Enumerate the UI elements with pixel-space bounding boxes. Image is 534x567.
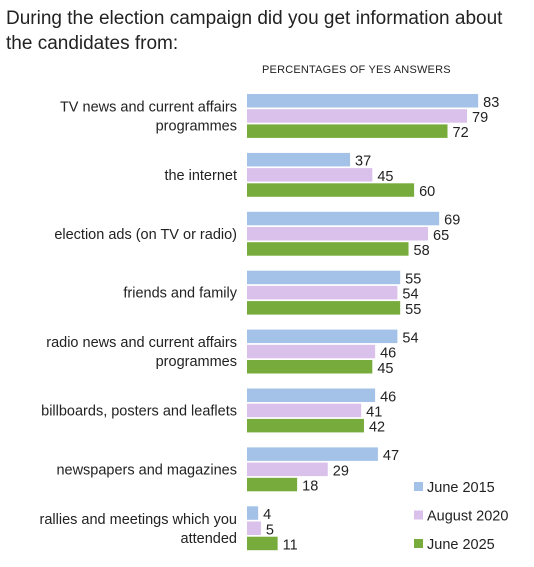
bar [247, 168, 373, 182]
data-label: 83 [483, 95, 499, 111]
data-label: 69 [444, 213, 460, 229]
bar [247, 301, 401, 315]
data-label: 54 [402, 287, 418, 303]
data-label: 72 [453, 125, 469, 141]
legend-swatch [414, 539, 423, 548]
data-label: 60 [419, 184, 435, 200]
legend-label: June 2015 [427, 480, 495, 496]
bar [247, 183, 415, 197]
bar [247, 477, 298, 492]
category-label: rallies and meetings which you [40, 512, 237, 528]
category-label: attended [181, 531, 237, 547]
category-label: programmes [156, 354, 237, 370]
data-label: 29 [333, 463, 349, 479]
data-label: 11 [283, 537, 298, 553]
bar [247, 211, 440, 226]
bar [247, 227, 429, 241]
bar [247, 285, 398, 300]
bar [247, 506, 259, 520]
bar [247, 521, 261, 535]
data-label: 46 [380, 346, 396, 362]
data-label: 79 [472, 110, 488, 126]
data-label: 37 [355, 154, 371, 170]
bar [247, 403, 362, 418]
data-label: 55 [405, 271, 421, 287]
bar [247, 344, 376, 359]
category-label: radio news and current affairs [46, 335, 237, 351]
category-label: newspapers and magazines [56, 462, 237, 478]
data-label: 4 [263, 507, 271, 523]
chart-title: During the election campaign did you get… [6, 8, 503, 54]
bar [247, 152, 351, 167]
bar [247, 94, 479, 108]
chart-subtitle: PERCENTAGES OF YES ANSWERS [262, 64, 451, 76]
legend-swatch [414, 482, 423, 491]
bar [247, 462, 328, 477]
category-label: programmes [156, 118, 237, 134]
bar [247, 109, 468, 123]
category-label: TV news and current affairs [60, 99, 237, 115]
category-label: friends and family [123, 286, 237, 302]
legend-swatch [414, 510, 423, 520]
data-label: 47 [383, 448, 399, 464]
bar [247, 418, 364, 433]
bar [247, 388, 376, 402]
data-label: 42 [369, 420, 385, 436]
category-label: billboards, posters and leaflets [41, 403, 237, 419]
category-label: the internet [164, 168, 237, 184]
data-label: 46 [380, 389, 396, 405]
data-label: 18 [302, 479, 318, 495]
bar [247, 536, 278, 551]
bar [247, 447, 378, 461]
data-label: 45 [377, 361, 393, 377]
data-label: 58 [414, 243, 430, 259]
category-label: election ads (on TV or radio) [54, 227, 237, 243]
bar [247, 329, 398, 344]
bar [247, 270, 401, 285]
bar [247, 124, 448, 138]
data-label: 45 [377, 169, 393, 185]
data-label: 55 [405, 302, 421, 318]
legend-label: August 2020 [427, 509, 508, 525]
bar [247, 242, 409, 256]
data-label: 54 [402, 330, 418, 346]
bar [247, 360, 373, 374]
data-label: 5 [266, 522, 274, 538]
data-label: 41 [366, 404, 382, 420]
legend-label: June 2025 [427, 537, 495, 553]
data-label: 65 [433, 228, 449, 244]
